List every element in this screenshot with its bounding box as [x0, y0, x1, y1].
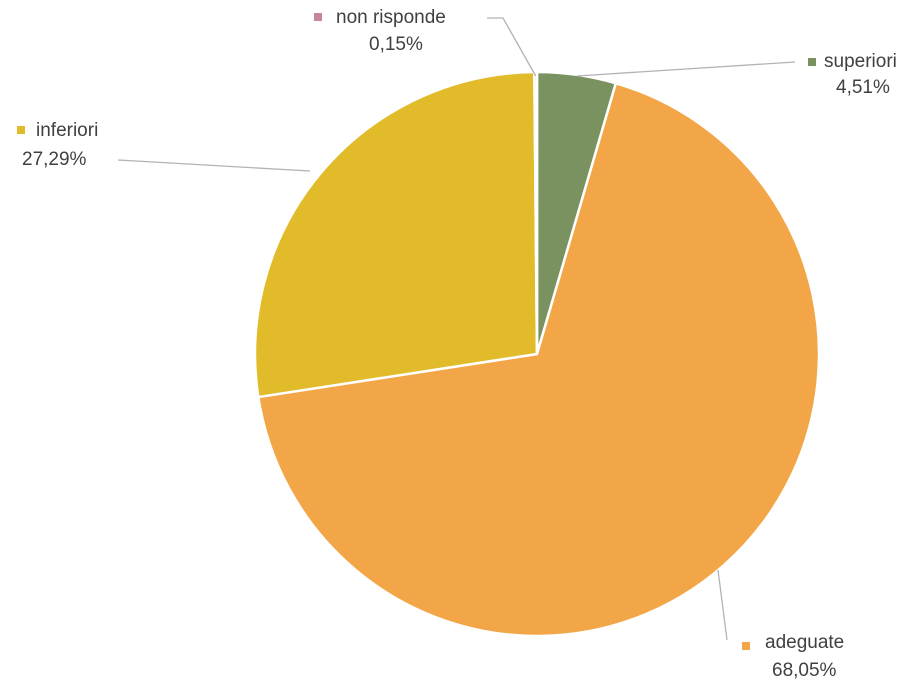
slice-label-non-risponde: non risponde [336, 7, 446, 28]
leader-line-non-risponde [487, 17, 537, 77]
label-swatch-non-risponde [314, 13, 322, 21]
leader-line-inferiori [117, 159, 311, 172]
slice-value-adeguate: 68,05% [772, 660, 837, 681]
slice-value-superiori: 4,51% [836, 77, 890, 98]
leader-line-adeguate [717, 569, 728, 641]
pie-slices [253, 70, 821, 638]
pie-slice-adeguate [257, 82, 821, 638]
slice-label-adeguate: adeguate [765, 632, 844, 653]
label-swatch-adeguate [742, 642, 750, 650]
pie-slice-non-risponde [533, 70, 539, 356]
slice-label-superiori: superiori [824, 51, 897, 72]
slice-value-non-risponde: 0,15% [369, 34, 423, 55]
leader-lines [117, 17, 796, 641]
pie-slice-inferiori [253, 70, 539, 399]
label-swatch-inferiori [17, 126, 25, 134]
label-swatch-superiori [808, 58, 816, 66]
slice-labels: superiori 4,51% adeguate 68,05% inferiori 27,… [17, 7, 897, 681]
leader-line-superiori [576, 61, 796, 77]
slice-value-inferiori: 27,29% [22, 149, 87, 170]
slice-label-inferiori: inferiori [36, 120, 98, 141]
